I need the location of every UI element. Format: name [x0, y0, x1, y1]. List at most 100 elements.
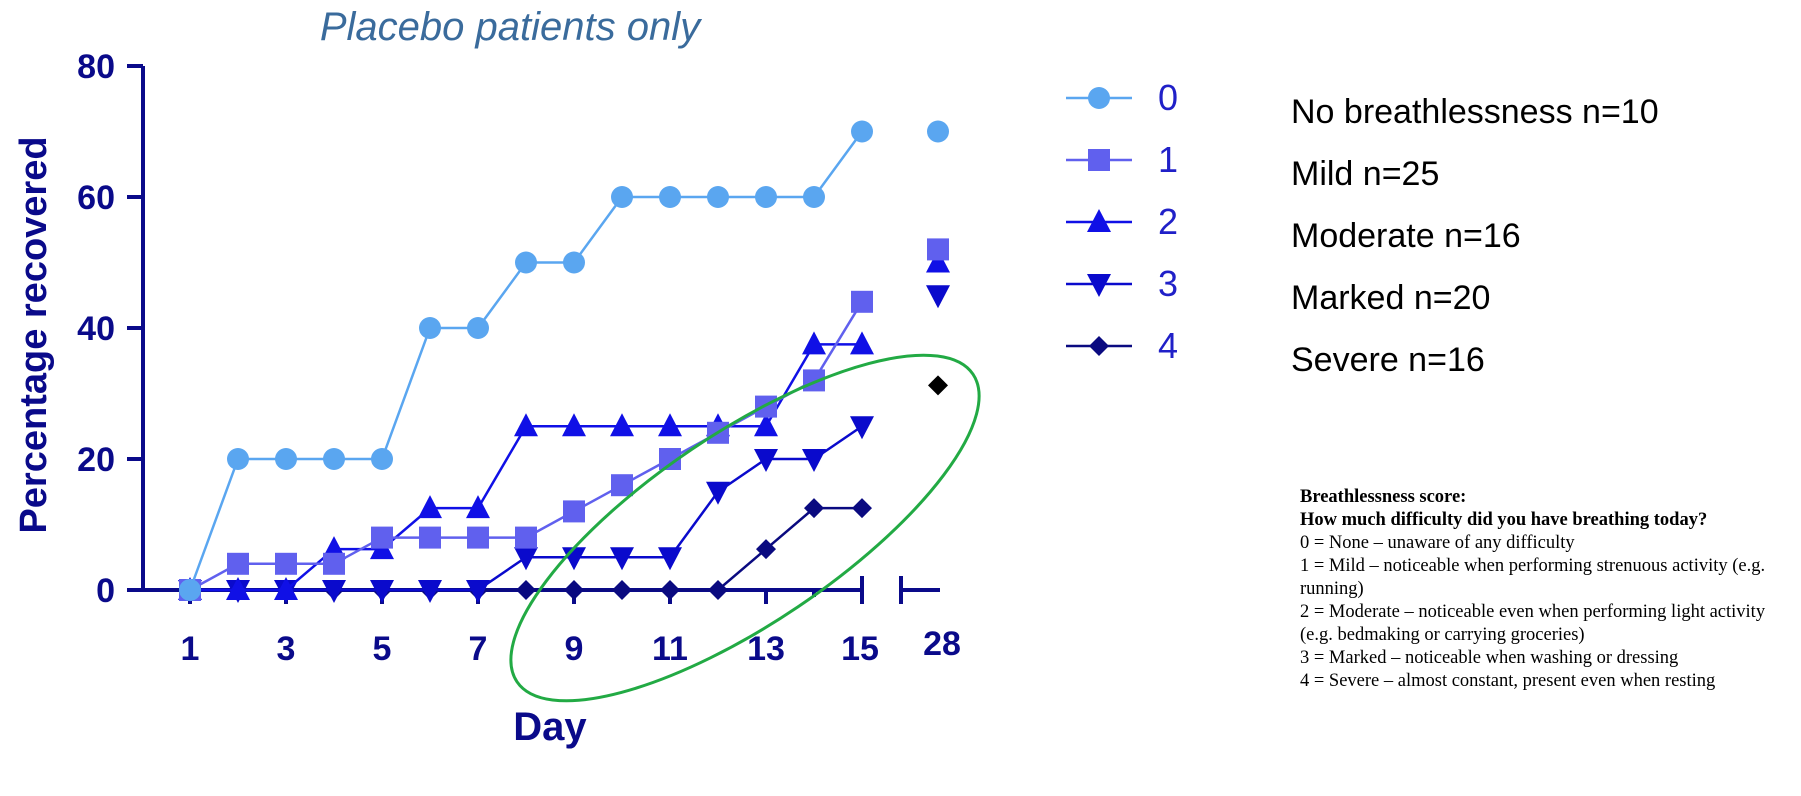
legend-description: Marked n=20 [1291, 279, 1490, 317]
x-tick-label: 1 [181, 630, 200, 668]
x-tick-label: 3 [277, 630, 296, 668]
legend-label: 4 [1158, 325, 1178, 366]
data-point [227, 552, 249, 575]
data-point [928, 375, 948, 396]
data-point [610, 547, 634, 571]
legend-label: 0 [1158, 77, 1178, 118]
y-tick-label: 0 [96, 572, 115, 610]
data-point [659, 186, 681, 208]
data-point [659, 448, 681, 470]
y-tick-label: 40 [77, 310, 115, 348]
y-axis-label: Percentage recovered [13, 136, 55, 533]
data-point [515, 251, 537, 274]
data-point [926, 285, 950, 309]
data-point [564, 580, 584, 600]
legend-label: 1 [1158, 139, 1178, 180]
legend-marker [1088, 87, 1110, 109]
note-line: 0 = None – unaware of any difficulty [1300, 533, 1575, 553]
legend-item: 1 Mild n=25 [1066, 139, 1439, 193]
data-point [275, 552, 297, 575]
y-tick-label: 60 [77, 179, 115, 217]
highlight-ellipse [509, 353, 981, 703]
data-point [850, 331, 874, 355]
data-point [562, 413, 586, 437]
legend-description: Moderate n=16 [1291, 217, 1521, 255]
legend-description: No breathlessness n=10 [1291, 93, 1659, 131]
data-point [371, 448, 393, 470]
x-tick-label: 7 [469, 630, 488, 668]
data-point [563, 500, 585, 523]
data-point [708, 580, 728, 600]
data-point [754, 449, 778, 472]
y-tick-label: 20 [77, 441, 115, 479]
data-point [804, 498, 824, 519]
note-heading: Breathlessness score: [1300, 487, 1467, 507]
legend-marker [1087, 209, 1111, 232]
series-3 [178, 285, 950, 603]
data-point [323, 448, 345, 470]
data-point [803, 186, 825, 208]
chart-title: Placebo patients only [320, 5, 703, 49]
data-point [660, 580, 680, 600]
legend-marker [1087, 274, 1111, 297]
series-1 [179, 238, 949, 601]
note-question: How much difficulty did you have breathi… [1300, 510, 1708, 530]
data-point [371, 526, 393, 549]
note-line: 2 = Moderate – noticeable even when perf… [1300, 602, 1766, 645]
data-point [516, 580, 536, 600]
legend-item: 3 Marked n=20 [1066, 263, 1490, 317]
legend-description: Mild n=25 [1291, 155, 1439, 193]
data-point [851, 290, 873, 313]
data-point [275, 448, 297, 470]
data-point [467, 317, 489, 339]
data-point [612, 580, 632, 600]
data-point [658, 547, 682, 571]
legend-item: 0 No breathlessness n=10 [1066, 77, 1659, 131]
data-point [851, 120, 873, 143]
legend-label: 2 [1158, 201, 1178, 242]
legend-marker [1089, 336, 1109, 356]
legend-label: 3 [1158, 263, 1178, 304]
data-point [850, 416, 874, 440]
data-point [802, 331, 826, 355]
data-point [563, 251, 585, 274]
note-line: 1 = Mild – noticeable when performing st… [1300, 556, 1766, 599]
legend-marker [1088, 149, 1110, 171]
data-point [611, 474, 633, 497]
data-point [611, 186, 633, 208]
data-point [467, 526, 489, 549]
data-point [658, 413, 682, 437]
data-point [852, 498, 872, 519]
data-point [755, 186, 777, 208]
data-point [754, 413, 778, 437]
data-point [707, 186, 729, 208]
data-point [515, 526, 537, 549]
y-tick-label: 80 [77, 48, 115, 86]
data-point [927, 238, 949, 261]
data-point [466, 580, 490, 603]
data-point [419, 526, 441, 549]
x-tick-label: 11 [652, 630, 688, 668]
data-point [610, 413, 634, 437]
data-point [514, 547, 538, 571]
data-point [419, 317, 441, 339]
data-point [514, 413, 538, 437]
data-point [706, 481, 730, 505]
series-0 [179, 120, 949, 601]
data-point [418, 495, 442, 519]
note-line: 3 = Marked – noticeable when washing or … [1300, 648, 1679, 668]
x-tick-label: 9 [565, 630, 584, 668]
breathlessness-score-note: Breathlessness score: How much difficult… [1300, 486, 1770, 693]
legend-item: 4 Severe n=16 [1066, 325, 1485, 379]
legend: 0 No breathlessness n=10 1 Mild n=25 2 Modera… [1066, 77, 1659, 379]
data-point [466, 495, 490, 519]
data-point [370, 580, 394, 603]
note-line: 4 = Severe – almost constant, present ev… [1300, 671, 1716, 691]
series-2 [178, 249, 950, 600]
data-point [926, 249, 950, 273]
x-tick-label: 28 [923, 625, 961, 663]
series-layer [178, 120, 950, 603]
data-point [323, 552, 345, 575]
data-point [274, 577, 298, 600]
